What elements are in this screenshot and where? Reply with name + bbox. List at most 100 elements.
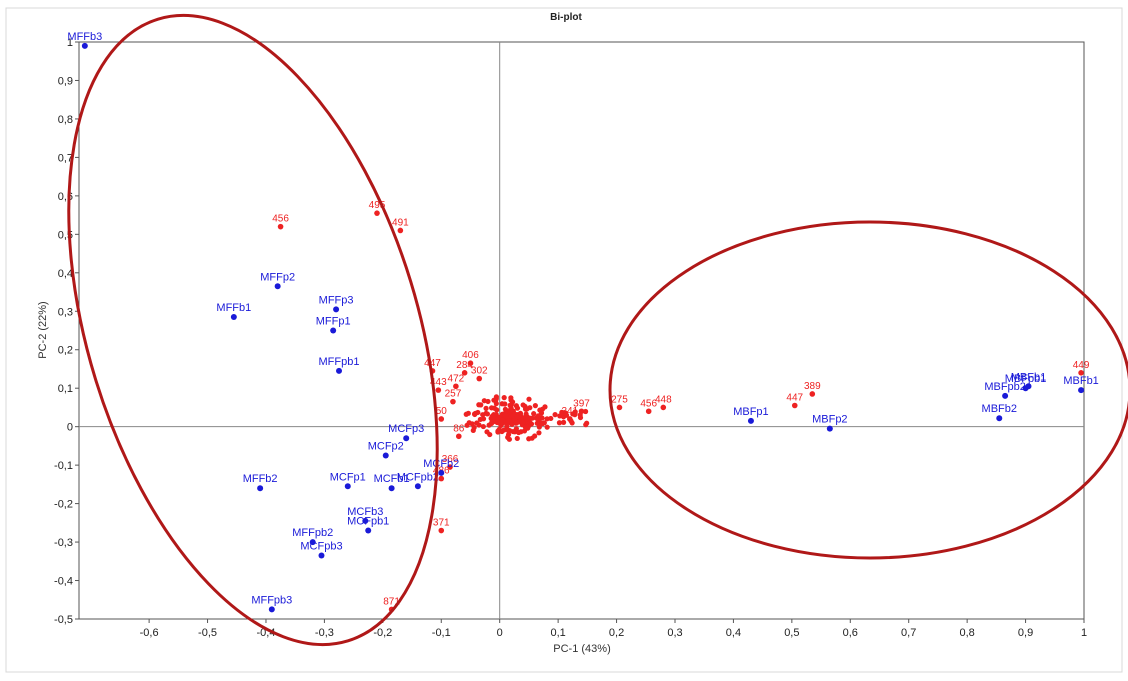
sample-point [336,367,343,374]
variable-point [1078,370,1084,376]
variable-point [450,398,456,405]
zero-lines [79,42,1084,619]
variable-point [397,227,404,234]
x-axis-title: PC-1 (43%) [553,643,610,655]
variable-point [570,411,576,417]
variable-point [490,413,496,419]
variable-point [507,402,513,408]
y-tick-label: 1 [67,37,73,49]
variable-label: 871 [383,596,400,607]
sample-point [747,417,754,424]
variable-label: 456 [272,214,289,225]
variable-point [435,387,442,393]
variable-point [447,464,453,470]
variable-point [645,408,652,415]
variable-point [476,375,483,382]
sample-label: MCFb3 [347,506,383,518]
sample-point [1025,383,1032,390]
x-tick-label: 0,8 [959,627,974,639]
variable-point [277,223,284,230]
variable-point [534,420,540,426]
sample-label: MBFb1 [1063,375,1098,387]
variable-label: 397 [573,398,590,409]
sample-point [344,483,351,490]
y-tick-label: 0,9 [58,75,73,87]
variable-point [484,429,490,435]
sample-point [826,425,833,432]
variable-point [499,428,505,434]
variable-point [542,404,548,410]
chart-frame-border [5,7,1123,673]
variable-point [569,420,575,426]
sample-point [1078,387,1085,394]
sample-label: MFFp3 [319,294,354,306]
variable-point [480,423,486,430]
variable-point [477,416,483,423]
sample-label: MFFb1 [216,302,251,314]
variable-point [516,419,522,425]
variable-point [455,433,462,440]
variable-label: 257 [445,389,462,400]
variable-label: 275 [611,394,628,405]
left-group-ellipse [67,13,439,647]
y-tick-label: 0,7 [58,152,73,164]
variable-label: 284 [456,360,473,371]
sample-point [403,435,410,442]
x-tick-label: 1 [1081,627,1087,639]
variable-point [505,427,511,433]
variable-point [467,360,474,366]
variable-point [791,402,798,409]
variable-point [483,410,489,416]
sample-point [318,552,325,559]
x-tick-label: 0,7 [901,627,916,639]
y-tick-label: 0 [67,422,73,434]
x-tick-label: 0,9 [1018,627,1033,639]
variable-point [526,436,532,442]
sample-point [382,452,389,459]
x-tick-label: 0,4 [726,627,741,639]
variable-loadings: 4564954914062843024724474432575086366486… [272,200,1090,613]
variable-label: 456 [640,398,657,409]
sample-point [81,42,88,49]
variable-point [541,420,547,426]
sample-point [996,415,1003,422]
variable-point [374,210,380,216]
sample-point [414,483,421,490]
variable-point [517,410,524,416]
y-axis-title: PC-2 (22%) [37,301,49,358]
y-tick-label: 0,4 [58,268,73,280]
y-tick-label: 0,8 [58,114,73,126]
y-tick-label: 0,1 [58,383,73,395]
variable-point [531,411,537,417]
axis-ticks: -0,6 -0,5 -0,4 -0,3 -0,2 -0,1 0 0,1 0,2 0,3 0,4 0,5… [54,37,1087,639]
variable-label: 86 [453,423,465,434]
sample-point [230,314,237,321]
variable-point [616,404,623,411]
variable-point [505,434,511,440]
chart-title: Bi-plot [550,12,582,23]
variable-label: 495 [369,200,386,211]
sample-point [333,306,340,313]
variable-point [538,410,545,416]
variable-point [453,383,459,390]
x-tick-label: -0,2 [373,627,392,639]
variable-label: 448 [655,394,672,405]
y-tick-label: -0,2 [54,499,73,511]
x-tick-label: 0 [497,627,503,639]
variable-label: 50 [436,406,448,417]
variable-label: 406 [462,350,479,361]
variable-point [476,422,482,428]
variable-point [544,424,550,430]
variable-label: 389 [804,381,821,392]
sample-label: MBFp2 [812,414,847,426]
sample-point [274,283,281,290]
sample-label: MBFp1 [733,406,768,418]
variable-point [513,403,519,409]
variable-point [528,421,535,427]
variable-point [463,411,469,417]
variable-point [583,422,589,428]
x-tick-label: -0,5 [198,627,217,639]
variable-point [508,395,514,401]
sample-label: MCFp1 [330,471,366,483]
